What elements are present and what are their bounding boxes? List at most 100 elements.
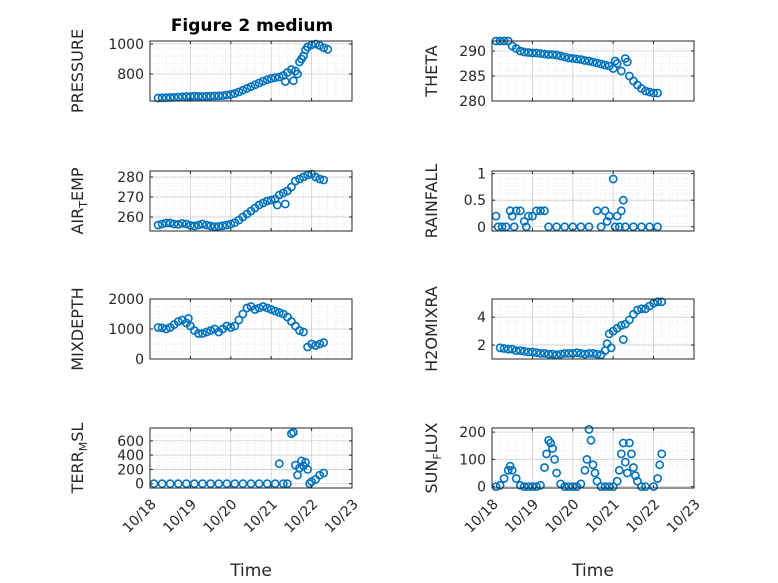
- data-point: [157, 219, 167, 229]
- axes-frame: [491, 40, 695, 102]
- data-point: [588, 348, 598, 358]
- data-point: [278, 479, 288, 489]
- data-point: [606, 343, 616, 353]
- data-point: [286, 182, 296, 192]
- data-point: [189, 91, 199, 101]
- data-point: [618, 195, 628, 205]
- data-point: [592, 58, 602, 68]
- data-point: [202, 91, 211, 101]
- data-point: [507, 465, 517, 475]
- panel-h2omixra: 2 4 H2OMIXRA: [422, 286, 695, 372]
- data-point: [218, 91, 228, 100]
- data-point: [612, 59, 622, 68]
- y-axis-label: AIRTEMP: [68, 167, 90, 234]
- data-point: [582, 454, 592, 464]
- data-point: [189, 221, 199, 231]
- data-point: [311, 172, 320, 182]
- data-point: [612, 211, 622, 221]
- data-point: [552, 222, 561, 232]
- data-point: [620, 457, 630, 467]
- y-axis-label: RAINFALL: [422, 164, 441, 239]
- data-point: [614, 222, 624, 232]
- data-point: [548, 349, 557, 359]
- data-point: [282, 479, 292, 489]
- data-point: [246, 479, 256, 489]
- data-point: [214, 91, 224, 101]
- data-point: [657, 449, 667, 459]
- data-point: [266, 195, 276, 205]
- data-point: [519, 346, 529, 356]
- data-point: [299, 172, 308, 182]
- data-point: [653, 474, 662, 483]
- data-point: [588, 57, 598, 67]
- data-point: [206, 326, 215, 335]
- data-point: [637, 222, 646, 232]
- data-point: [315, 339, 325, 349]
- data-point: [552, 50, 561, 60]
- panel-pressure: 800 1000 PRESSURE: [68, 29, 353, 113]
- y-tick-label: 280: [117, 170, 144, 186]
- data-point: [588, 460, 598, 470]
- data-point: [270, 306, 280, 316]
- data-point: [515, 206, 525, 216]
- data-point: [177, 218, 187, 228]
- data-point: [254, 479, 264, 489]
- data-point: [511, 206, 521, 216]
- data-point: [161, 218, 171, 228]
- data-point: [524, 211, 533, 221]
- data-point: [511, 474, 521, 483]
- data-point: [202, 220, 211, 230]
- data-point: [157, 323, 167, 333]
- data-point: [540, 463, 549, 472]
- data-point: [505, 461, 515, 471]
- data-point: [556, 51, 566, 61]
- data-point: [519, 47, 529, 57]
- data-point: [319, 175, 329, 185]
- data-point: [495, 343, 505, 353]
- data-point: [560, 348, 570, 358]
- y-tick-label: 285: [459, 69, 486, 85]
- data-point: [580, 56, 590, 65]
- data-point: [633, 305, 642, 315]
- data-point: [536, 49, 545, 58]
- y-tick-label: 1000: [108, 322, 144, 338]
- y-axis-label: THETA: [422, 45, 441, 97]
- data-point: [528, 48, 537, 58]
- data-point: [627, 449, 636, 459]
- data-point: [278, 188, 288, 198]
- data-point: [653, 222, 662, 232]
- data-point: [631, 471, 640, 481]
- data-point: [299, 327, 308, 337]
- y-tick-label: 0: [477, 480, 486, 496]
- data-point: [584, 424, 594, 434]
- data-point: [262, 196, 272, 206]
- axes-frame: [491, 170, 695, 232]
- y-tick-label: 800: [117, 67, 144, 83]
- panel-theta: 280 285 290 THETA: [422, 36, 695, 110]
- data-point: [641, 482, 650, 491]
- y-tick-label: 600: [117, 434, 144, 450]
- data-point: [153, 220, 163, 230]
- data-point: [507, 344, 517, 354]
- axes-frame: [491, 427, 695, 489]
- data-point: [258, 198, 268, 208]
- data-point: [315, 174, 325, 184]
- data-point: [515, 346, 525, 355]
- data-point: [258, 302, 268, 311]
- data-point: [616, 206, 626, 216]
- data-point: [616, 321, 626, 330]
- data-point: [503, 465, 513, 475]
- data-point: [576, 348, 586, 358]
- data-point: [297, 456, 306, 466]
- y-tick-label: 200: [459, 425, 486, 441]
- data-point: [592, 349, 602, 359]
- x-tick-label: 10/19: [160, 496, 200, 536]
- y-axis-label: PRESSURE: [68, 29, 87, 113]
- y-tick-label: 0.5: [464, 193, 486, 209]
- data-point: [270, 479, 280, 489]
- data-point: [234, 315, 244, 325]
- data-point: [222, 321, 232, 331]
- data-point: [540, 206, 549, 216]
- data-point: [181, 479, 191, 489]
